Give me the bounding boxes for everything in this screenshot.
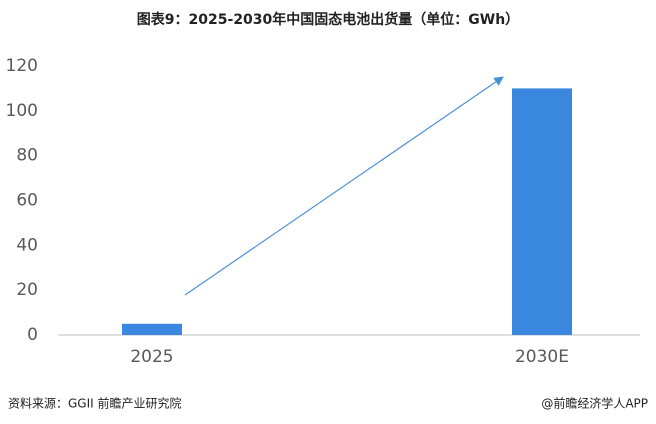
- y-tick-label: 0: [27, 325, 38, 345]
- x-tick-label: 2030E: [515, 347, 569, 367]
- y-tick-label: 120: [6, 56, 38, 76]
- brand: @前瞻经济学人APP: [541, 396, 648, 411]
- trend-arrow: [184, 76, 504, 296]
- x-tick-label: 2025: [130, 347, 173, 367]
- y-tick-label: 80: [16, 146, 38, 166]
- bar: [122, 323, 182, 335]
- y-tick-label: 60: [16, 191, 38, 211]
- y-tick-label: 40: [16, 235, 38, 255]
- y-tick-label: 100: [6, 101, 38, 121]
- source: 资料来源：GGII 前瞻产业研究院: [8, 396, 182, 411]
- chart-title: 图表9：2025-2030年中国固态电池出货量（单位：GWh）: [137, 11, 519, 28]
- y-tick-label: 20: [16, 280, 38, 300]
- bar: [512, 88, 572, 336]
